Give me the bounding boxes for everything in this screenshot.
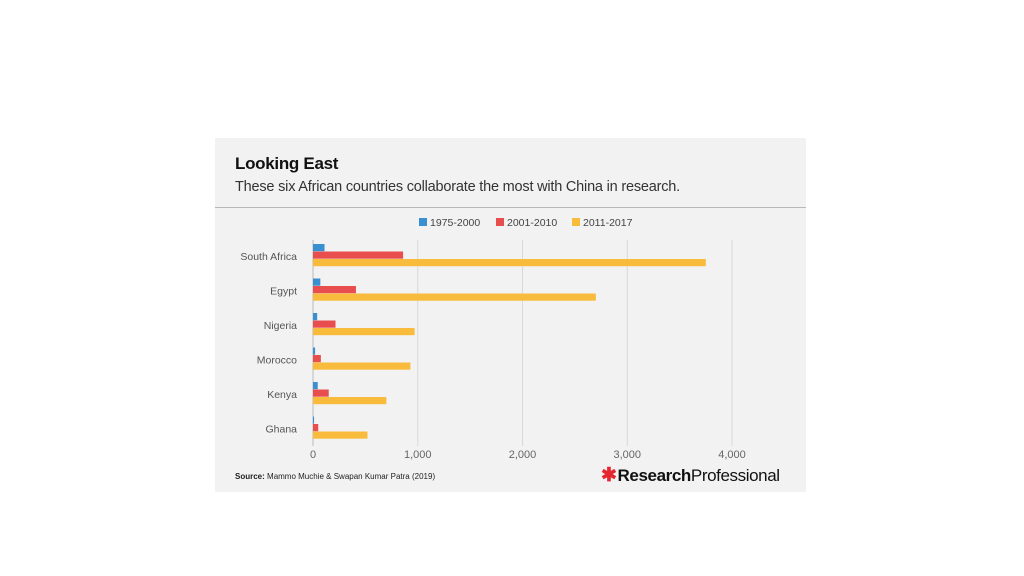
bar xyxy=(313,320,336,328)
bar xyxy=(313,251,404,259)
bar xyxy=(313,416,315,424)
category-label: Nigeria xyxy=(264,320,297,332)
category-label: Ghana xyxy=(265,424,297,436)
gridlines xyxy=(312,240,733,446)
legend-label: 2011-2017 xyxy=(583,217,633,229)
legend-swatch xyxy=(496,218,504,226)
chart-card: Looking East These six African countries… xyxy=(215,138,806,492)
legend-swatch xyxy=(572,218,580,226)
bar xyxy=(313,259,706,267)
bar xyxy=(313,293,596,301)
bar xyxy=(313,431,368,439)
chart-title: Looking East xyxy=(235,154,339,173)
bar xyxy=(313,397,387,405)
bar xyxy=(313,313,318,321)
source-label: Source: xyxy=(235,472,265,481)
x-tick-label: 0 xyxy=(310,449,316,461)
bar xyxy=(313,355,321,363)
bar xyxy=(313,382,318,390)
category-labels: South Africa Egypt Nigeria Morocco Kenya Ghan… xyxy=(240,251,297,436)
chart-subtitle: These six African countries collaborate … xyxy=(235,179,680,195)
source-text: Mammo Muchie & Swapan Kumar Patra (2019) xyxy=(267,472,436,481)
bar xyxy=(313,347,316,355)
legend: 1975-2000 2001-2010 2011-2017 xyxy=(419,217,633,229)
brand-strong: Research xyxy=(617,466,692,485)
asterisk-icon: ✱ xyxy=(601,465,617,486)
bar-chart: 1975-2000 2001-2010 2011-2017 South Africa… xyxy=(240,217,746,461)
bar xyxy=(313,328,415,336)
legend-label: 2001-2010 xyxy=(507,217,557,229)
bar xyxy=(313,389,329,397)
bar xyxy=(313,244,325,252)
bars xyxy=(313,244,706,439)
legend-label: 1975-2000 xyxy=(430,217,480,229)
bar xyxy=(313,362,411,370)
category-label: Kenya xyxy=(267,389,297,401)
bar xyxy=(313,424,319,432)
category-label: Morocco xyxy=(257,355,297,367)
x-tick-label: 2,000 xyxy=(509,449,537,461)
brand-light: Professional xyxy=(690,466,780,485)
x-tick-labels: 0 1,000 2,000 3,000 4,000 xyxy=(310,449,746,461)
legend-swatch xyxy=(419,218,427,226)
x-tick-label: 1,000 xyxy=(404,449,432,461)
category-label: South Africa xyxy=(240,251,297,263)
category-label: Egypt xyxy=(270,286,297,298)
x-tick-label: 4,000 xyxy=(718,449,746,461)
bar xyxy=(313,278,321,286)
source-note: Source: Mammo Muchie & Swapan Kumar Patr… xyxy=(235,472,435,481)
header-divider xyxy=(215,207,806,208)
bar xyxy=(313,286,356,294)
research-professional-logo: ✱ResearchProfessional xyxy=(601,464,780,487)
x-tick-label: 3,000 xyxy=(613,449,641,461)
